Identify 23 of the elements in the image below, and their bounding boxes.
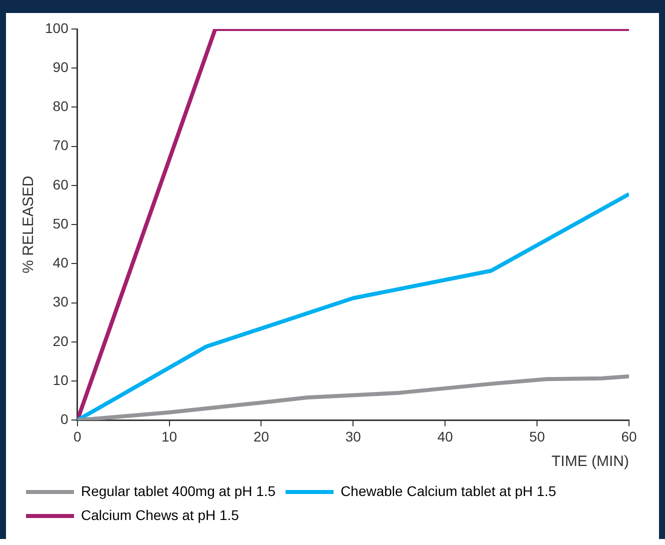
x-tick-label: 30 [345, 428, 362, 444]
y-tick-label: 40 [52, 254, 69, 271]
y-tick-label: 70 [52, 137, 69, 154]
x-tick-label: 50 [529, 428, 546, 444]
x-tick-label: 10 [162, 428, 178, 444]
y-tick-label: 30 [52, 294, 69, 310]
y-tick-label: 80 [52, 98, 69, 114]
y-tick-label: 100 [45, 20, 69, 36]
y-tick-label: 0 [60, 411, 69, 428]
y-tick-label: 20 [52, 332, 69, 349]
y-tick-label: 50 [52, 215, 69, 232]
y-tick-label: 10 [52, 372, 69, 388]
x-tick-label: 40 [437, 428, 454, 444]
legend-label: Calcium Chews at pH 1.5 [81, 506, 240, 523]
legend-label: Regular tablet 400mg at pH 1.5 [81, 482, 276, 499]
x-axis-title: TIME (MIN) [552, 453, 630, 470]
y-tick-label: 60 [52, 176, 69, 192]
y-tick-label: 90 [52, 58, 69, 75]
legend-label: Chewable Calcium tablet at pH 1.5 [340, 482, 556, 499]
y-axis-title: % RELEASED [20, 176, 38, 274]
x-tick-label: 60 [621, 428, 637, 444]
x-tick-label: 20 [253, 428, 270, 444]
x-tick-label: 0 [73, 428, 82, 444]
